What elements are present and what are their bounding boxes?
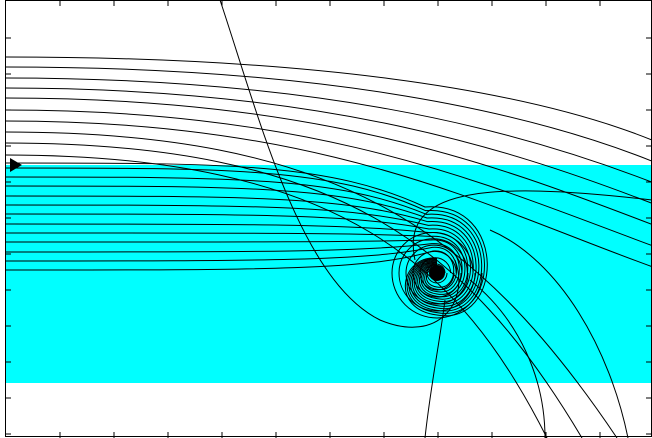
upper-streamline bbox=[4, 120, 652, 268]
upper-streamline bbox=[4, 56, 652, 141]
band-streamline bbox=[4, 213, 471, 302]
separatrix-curve bbox=[219, 0, 460, 328]
upper-streamline bbox=[4, 131, 618, 438]
tick-marks-group bbox=[5, 0, 652, 438]
band-streamline bbox=[4, 239, 463, 295]
upper-streamline bbox=[4, 66, 652, 162]
band-streamline bbox=[4, 204, 474, 305]
upper-streamline bbox=[4, 97, 652, 225]
spiral-ring bbox=[419, 257, 455, 291]
outgoing-curve-right bbox=[489, 229, 629, 438]
spiral-ring bbox=[398, 238, 476, 312]
band-streamline bbox=[4, 243, 460, 293]
spiral-group bbox=[4, 162, 488, 319]
filled-circle-icon bbox=[429, 265, 445, 281]
cyan-band bbox=[5, 165, 652, 383]
upper-streamline bbox=[4, 154, 548, 438]
other-curves-group bbox=[219, 0, 652, 438]
band-streamline bbox=[4, 185, 480, 310]
outgoing-curve-lower-right bbox=[469, 279, 546, 438]
band-streamline bbox=[4, 167, 485, 314]
upper-streamline bbox=[4, 142, 583, 438]
band-streamline bbox=[4, 246, 457, 290]
spiral-ring bbox=[391, 232, 483, 319]
upper-streamline bbox=[4, 109, 652, 247]
band-streamline bbox=[4, 232, 466, 298]
band-streamline bbox=[4, 176, 483, 312]
outgoing-curve-upper bbox=[412, 190, 652, 261]
band-streamline bbox=[4, 195, 477, 307]
spiral-ring bbox=[412, 250, 462, 298]
spiral-ring bbox=[405, 244, 469, 305]
upper-streamline bbox=[4, 77, 652, 183]
triangle-right-icon bbox=[10, 158, 22, 172]
spiral-ring bbox=[426, 263, 448, 284]
outgoing-curve-lower bbox=[424, 299, 446, 438]
streamlines-group bbox=[4, 56, 652, 438]
upper-streamline bbox=[4, 87, 652, 204]
